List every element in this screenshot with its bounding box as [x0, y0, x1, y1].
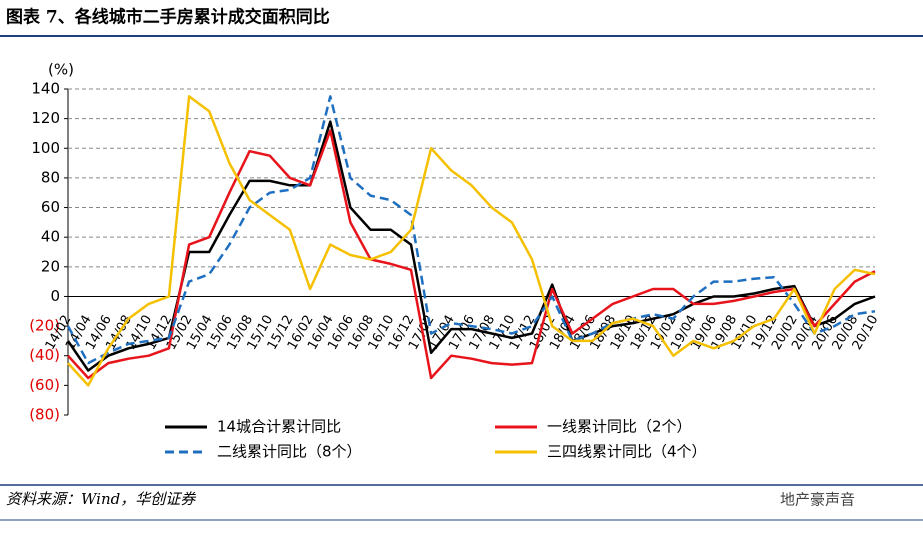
y-tick-label: (80) [29, 406, 60, 424]
y-tick-label: 40 [41, 228, 60, 246]
y-tick-label: (60) [29, 376, 60, 394]
legend-label: 14城合计累计同比 [217, 418, 341, 436]
y-tick-label: 60 [41, 198, 60, 216]
y-tick-label: 0 [50, 287, 60, 305]
y-tick-label: (20) [29, 317, 60, 335]
y-tick-label: 20 [41, 257, 60, 275]
y-tick-label: 80 [41, 168, 60, 186]
legend-label: 一线累计同比（2个） [547, 418, 692, 436]
y-tick-label: 100 [31, 139, 60, 157]
chart-title: 图表 7、各线城市二手房累计成交面积同比 [6, 7, 330, 28]
source: 资料来源：Wind，华创证券 [6, 490, 196, 508]
legend-label: 三四线累计同比（4个） [547, 443, 707, 461]
series-line [67, 129, 876, 380]
y-tick-label: 140 [31, 80, 60, 98]
series-line [66, 120, 876, 372]
y-unit-label: (%) [48, 61, 74, 79]
series-line [66, 95, 876, 365]
y-tick-label: (40) [29, 346, 60, 364]
watermark: 地产豪声音 [780, 491, 855, 509]
y-tick-label: 120 [31, 109, 60, 127]
legend-label: 二线累计同比（8个） [217, 443, 362, 461]
series-line [67, 95, 876, 387]
